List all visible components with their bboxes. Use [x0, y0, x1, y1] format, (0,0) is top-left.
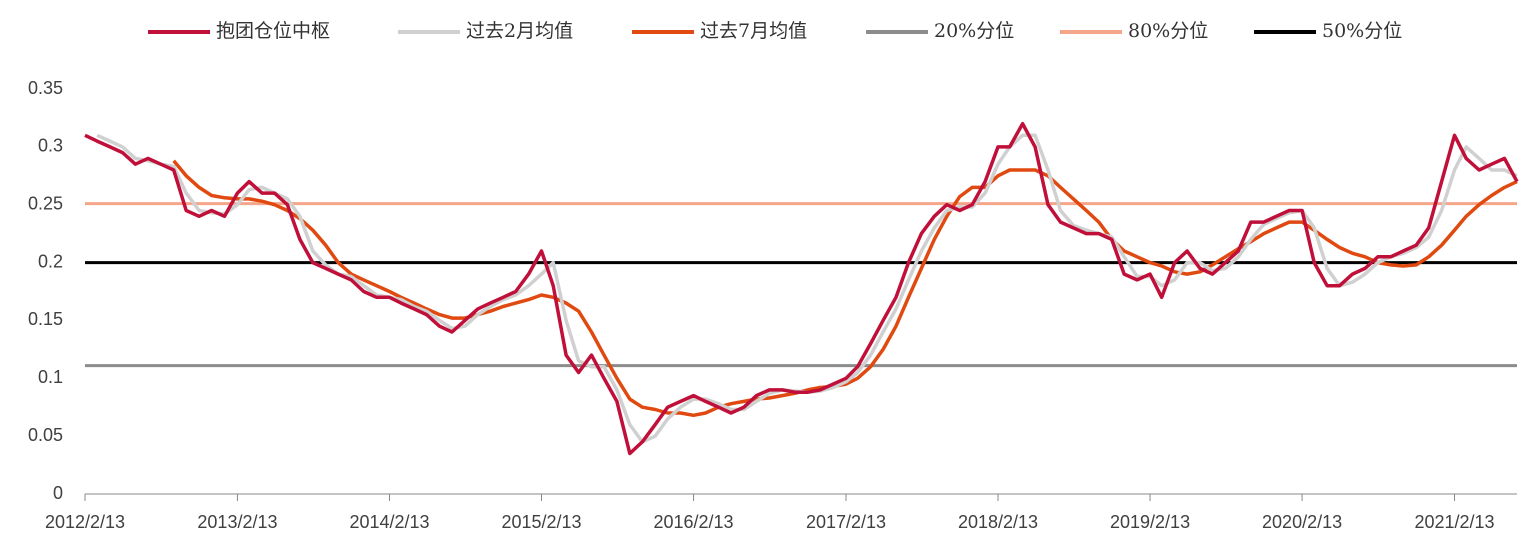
legend-label: 80%分位: [1128, 20, 1208, 42]
x-tick-label: 2012/2/13: [45, 512, 125, 532]
legend-label: 50%分位: [1322, 20, 1402, 42]
legend: 抱团仓位中枢 过去2月均值 过去7月均值 20%分位 80%分位 50%分位: [148, 20, 1402, 42]
x-tick-label: 2018/2/13: [958, 512, 1038, 532]
y-tick-label: 0.2: [38, 251, 63, 271]
y-tick-label: 0: [53, 483, 63, 503]
y-tick-label: 0.05: [28, 425, 63, 445]
series-line: [172, 159, 1518, 418]
legend-label: 20%分位: [934, 20, 1014, 42]
x-tick-label: 2019/2/13: [1110, 512, 1190, 532]
x-tick-label: 2020/2/13: [1262, 512, 1342, 532]
x-tick-label: 2016/2/13: [653, 512, 733, 532]
y-tick-label: 0.35: [28, 78, 63, 98]
x-tick-label: 2013/2/13: [197, 512, 277, 532]
y-tick-label: 0.1: [38, 367, 63, 387]
y-tick-label: 0.15: [28, 309, 63, 329]
y-tick-label: 0.3: [38, 136, 63, 156]
legend-label: 抱团仓位中枢: [216, 20, 330, 42]
x-tick-label: 2014/2/13: [349, 512, 429, 532]
series-line: [96, 133, 1518, 444]
legend-label: 过去2月均值: [466, 20, 573, 42]
legend-label: 过去7月均值: [700, 20, 807, 42]
x-tick-label: 2021/2/13: [1414, 512, 1494, 532]
x-tick-label: 2017/2/13: [806, 512, 886, 532]
y-tick-label: 0.25: [28, 193, 63, 213]
series-line: [84, 121, 1519, 456]
x-tick-label: 2015/2/13: [501, 512, 581, 532]
